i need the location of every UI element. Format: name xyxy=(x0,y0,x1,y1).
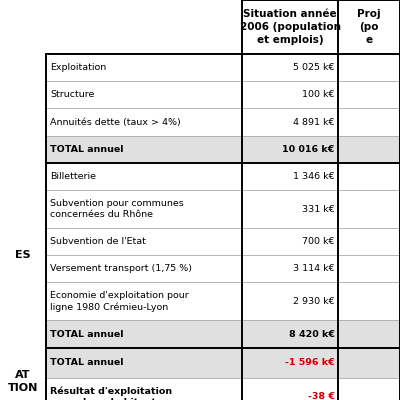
Bar xyxy=(46,190,242,228)
Bar xyxy=(338,136,400,163)
Text: 2 930 k€: 2 930 k€ xyxy=(293,297,335,306)
Text: 100 k€: 100 k€ xyxy=(302,90,335,99)
Text: 10 016 k€: 10 016 k€ xyxy=(282,145,335,154)
Bar xyxy=(242,0,338,54)
Bar xyxy=(338,282,400,320)
Text: Subvention de l'Etat: Subvention de l'Etat xyxy=(50,237,146,246)
Text: 700 k€: 700 k€ xyxy=(302,237,335,246)
Text: -1 596 k€: -1 596 k€ xyxy=(285,358,335,367)
Text: Economie d'exploitation pour
ligne 1980 Crémieu-Lyon: Economie d'exploitation pour ligne 1980 … xyxy=(50,291,189,312)
Bar xyxy=(242,136,338,163)
Text: 1 346 k€: 1 346 k€ xyxy=(293,172,335,181)
Bar xyxy=(242,108,338,136)
Bar xyxy=(338,108,400,136)
Bar xyxy=(338,378,400,400)
Bar xyxy=(46,136,242,163)
Text: Subvention pour communes
concernées du Rhône: Subvention pour communes concernées du R… xyxy=(50,199,184,219)
Bar xyxy=(338,228,400,255)
Bar xyxy=(242,163,338,190)
Bar xyxy=(338,255,400,282)
Text: ES: ES xyxy=(15,250,31,260)
Text: Annuités dette (taux > 4%): Annuités dette (taux > 4%) xyxy=(50,118,181,126)
Bar xyxy=(46,255,242,282)
Bar xyxy=(46,378,242,400)
Bar xyxy=(242,255,338,282)
Bar xyxy=(46,54,242,81)
Bar xyxy=(338,81,400,108)
Bar xyxy=(242,54,338,81)
Bar xyxy=(46,108,242,136)
Text: TOTAL annuel: TOTAL annuel xyxy=(50,330,124,338)
Bar xyxy=(242,378,338,400)
Text: Versement transport (1,75 %): Versement transport (1,75 %) xyxy=(50,264,192,273)
Text: 331 k€: 331 k€ xyxy=(302,204,335,214)
Bar xyxy=(338,163,400,190)
Text: 5 025 k€: 5 025 k€ xyxy=(293,63,335,72)
Text: 3 114 k€: 3 114 k€ xyxy=(293,264,335,273)
Bar xyxy=(46,320,242,348)
Bar xyxy=(46,282,242,320)
Bar xyxy=(46,348,242,378)
Text: Exploitation: Exploitation xyxy=(50,63,106,72)
Bar xyxy=(338,54,400,81)
Text: Proj
(po
e: Proj (po e xyxy=(357,9,381,45)
Bar xyxy=(242,282,338,320)
Text: TOTAL annuel: TOTAL annuel xyxy=(50,358,124,367)
Bar xyxy=(338,348,400,378)
Bar xyxy=(46,81,242,108)
Bar xyxy=(338,190,400,228)
Text: AT
TION: AT TION xyxy=(8,370,38,393)
Text: Billetterie: Billetterie xyxy=(50,172,96,181)
Bar xyxy=(242,228,338,255)
Text: Situation année
2006 (population
et emplois): Situation année 2006 (population et empl… xyxy=(240,9,340,45)
Text: Résultat d'exploitation
annuel par habitant: Résultat d'exploitation annuel par habit… xyxy=(50,386,172,400)
Text: Structure: Structure xyxy=(50,90,94,99)
Bar xyxy=(242,81,338,108)
Bar xyxy=(46,228,242,255)
Bar xyxy=(338,0,400,54)
Bar xyxy=(242,320,338,348)
Bar xyxy=(46,163,242,190)
Text: 4 891 k€: 4 891 k€ xyxy=(293,118,335,126)
Text: TOTAL annuel: TOTAL annuel xyxy=(50,145,124,154)
Bar xyxy=(242,190,338,228)
Text: -38 €: -38 € xyxy=(308,392,335,400)
Text: 8 420 k€: 8 420 k€ xyxy=(289,330,335,338)
Bar xyxy=(242,348,338,378)
Bar xyxy=(338,320,400,348)
